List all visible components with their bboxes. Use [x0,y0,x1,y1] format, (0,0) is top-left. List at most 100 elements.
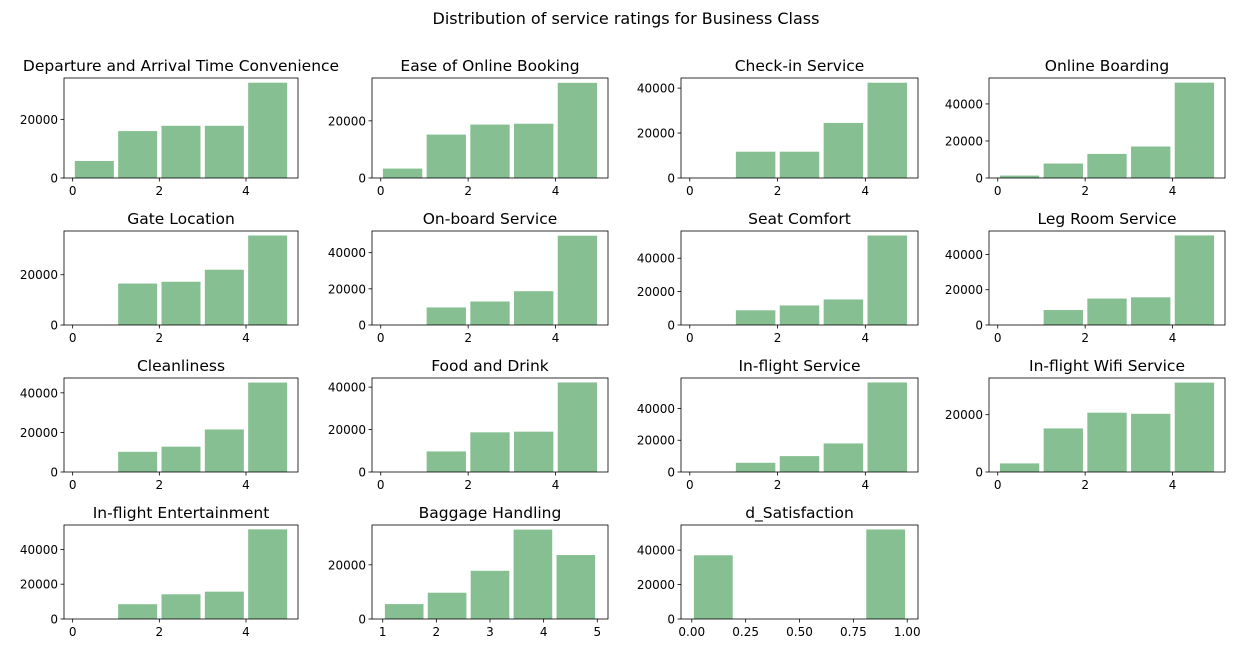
y-tick-label: 20000 [945,134,983,148]
bar [1043,163,1083,178]
bar [779,456,820,472]
x-tick-label: 2 [156,625,164,639]
x-tick-label: 4 [862,331,870,345]
bar [248,529,288,619]
x-tick-label: 4 [552,331,560,345]
y-tick-label: 0 [975,466,983,480]
x-tick-label: 0 [686,184,694,198]
y-tick-label: 0 [50,319,58,333]
x-tick-label: 2 [464,478,472,492]
bar [557,82,598,178]
bar [1131,413,1171,472]
bar [1174,382,1215,472]
bar [248,235,288,325]
bar [823,299,864,325]
x-tick-label: 0 [377,478,385,492]
axes-frame [371,77,609,179]
axes-frame [988,230,1226,326]
bar [1174,235,1215,325]
x-tick-label: 0.00 [678,625,705,639]
x-tick-label: 2 [156,184,164,198]
y-tick-label: 0 [667,613,675,627]
bar [248,382,288,472]
y-tick-label: 20000 [328,423,366,437]
subplot-title: Online Boarding [1045,57,1169,75]
x-tick-label: 4 [242,478,250,492]
bar [1087,153,1127,178]
y-tick-label: 0 [358,172,366,186]
bar [161,594,201,619]
bar [1174,82,1215,178]
axes-frame [371,230,609,326]
x-tick-label: 2 [464,184,472,198]
bar [867,82,908,178]
bar [118,283,158,325]
x-tick-label: 2 [1081,184,1089,198]
subplot-title: Seat Comfort [748,210,851,228]
y-tick-label: 0 [50,613,58,627]
x-tick-label: 0 [686,331,694,345]
bar [384,604,424,619]
x-tick-label: 4 [862,184,870,198]
y-tick-label: 0 [50,466,58,480]
subplot-title: Baggage Handling [419,504,562,522]
x-tick-label: 2 [464,331,472,345]
x-tick-label: 2 [156,478,164,492]
x-tick-label: 4 [540,625,548,639]
y-tick-label: 20000 [328,558,366,572]
x-tick-label: 3 [486,625,494,639]
axes-frame [63,77,299,179]
axes-frame [63,230,299,326]
bar [779,151,820,178]
subplot-title: Leg Room Service [1037,210,1176,228]
x-tick-label: 0 [994,184,1002,198]
y-tick-label: 40000 [637,252,675,266]
y-tick-label: 0 [667,466,675,480]
x-tick-label: 0.75 [840,625,867,639]
bar [161,281,201,325]
bar [118,451,158,472]
bar [999,463,1040,472]
y-tick-label: 40000 [20,543,58,557]
bar [823,122,864,178]
x-tick-label: 0 [994,331,1002,345]
subplot-title: Departure and Arrival Time Convenience [23,57,339,75]
x-tick-label: 4 [1169,478,1177,492]
subplot-title: Gate Location [127,210,235,228]
y-tick-label: 40000 [328,246,366,260]
bar [470,570,510,619]
x-tick-label: 0.25 [732,625,759,639]
y-tick-label: 0 [975,319,983,333]
y-tick-label: 20000 [637,285,675,299]
subplot-title: In-flight Wifi Service [1029,357,1185,375]
x-tick-label: 4 [242,331,250,345]
y-tick-label: 20000 [20,268,58,282]
y-tick-label: 0 [358,613,366,627]
y-tick-label: 20000 [637,434,675,448]
y-tick-label: 0 [975,172,983,186]
bar [513,529,553,619]
bar [514,123,554,178]
figure-title: Distribution of service ratings for Busi… [433,9,820,28]
bar [427,592,467,619]
y-tick-label: 40000 [945,248,983,262]
bar [204,125,244,178]
bar [735,310,776,325]
x-tick-label: 1 [379,625,387,639]
x-tick-label: 1.00 [894,625,921,639]
bar [1087,412,1127,472]
bar [118,604,158,619]
bar [248,82,288,178]
subplot-title: On-board Service [423,210,558,228]
axes-frame [680,77,919,179]
axes-frame [63,377,299,473]
subplot-title: Ease of Online Booking [400,57,579,75]
axes-frame [680,377,919,473]
subplot-title: In-flight Service [738,357,860,375]
bar [204,591,244,619]
y-tick-label: 20000 [20,426,58,440]
x-tick-label: 4 [1169,184,1177,198]
bar [470,124,510,178]
bar [74,160,114,178]
y-tick-label: 0 [667,319,675,333]
